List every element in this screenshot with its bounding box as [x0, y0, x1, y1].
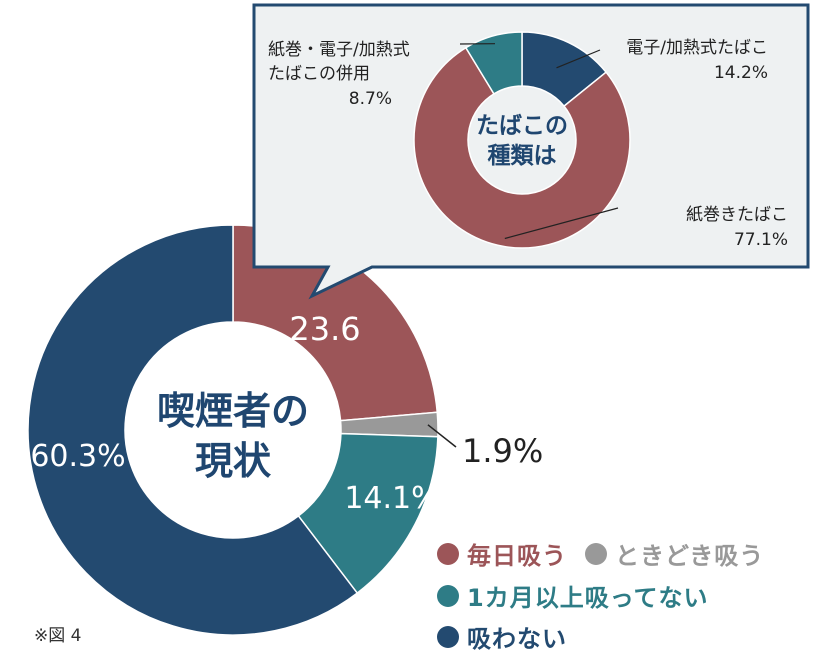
legend-swatch-3: [437, 626, 459, 648]
inset-slice-label-0-line-0: 電子/加熱式たばこ: [626, 38, 768, 58]
inset-center-title-line-1: 種類は: [488, 143, 557, 169]
legend-swatch-1: [585, 543, 607, 565]
legend-label-0: 毎日吸う: [467, 536, 567, 571]
inset-slice-label-1-line-0: 紙巻きたばこ: [686, 205, 788, 225]
legend-item-3: 吸わない: [437, 619, 567, 654]
inset-slice-label-2-line-1: たばこの併用: [268, 64, 370, 84]
legend-item-0: 毎日吸う: [437, 536, 567, 571]
inset-slice-label-0-line-1: 14.2%: [714, 63, 768, 83]
legend-label-2: 1カ月以上吸ってない: [467, 578, 709, 613]
inset-slice-label-2-line-0: 紙巻・電子/加熱式: [268, 40, 410, 60]
legend-swatch-0: [437, 543, 459, 565]
legend-label-3: 吸わない: [467, 619, 567, 654]
figure-label: ※図 4: [34, 621, 81, 646]
legend-item-2: 1カ月以上吸ってない: [437, 578, 709, 613]
inset-slice-label-1-line-1: 77.1%: [734, 230, 788, 250]
main-slice-label-2: 14.1%: [344, 481, 439, 516]
legend-swatch-2: [437, 585, 459, 607]
main-center-title-line-1: 現状: [195, 439, 272, 483]
legend-item-1: ときどき吸う: [585, 536, 764, 571]
legend-label-1: ときどき吸う: [615, 536, 764, 571]
inset-center-title-line-0: たばこの: [476, 113, 568, 139]
main-slice-label-1: 1.9%: [462, 432, 543, 470]
main-slice-label-3: 60.3%: [30, 439, 125, 474]
main-slice-label-0: 23.6: [289, 310, 360, 348]
main-center-title-line-0: 喫煙者の: [157, 389, 309, 433]
inset-slice-label-2-line-2: 8.7%: [349, 89, 392, 109]
